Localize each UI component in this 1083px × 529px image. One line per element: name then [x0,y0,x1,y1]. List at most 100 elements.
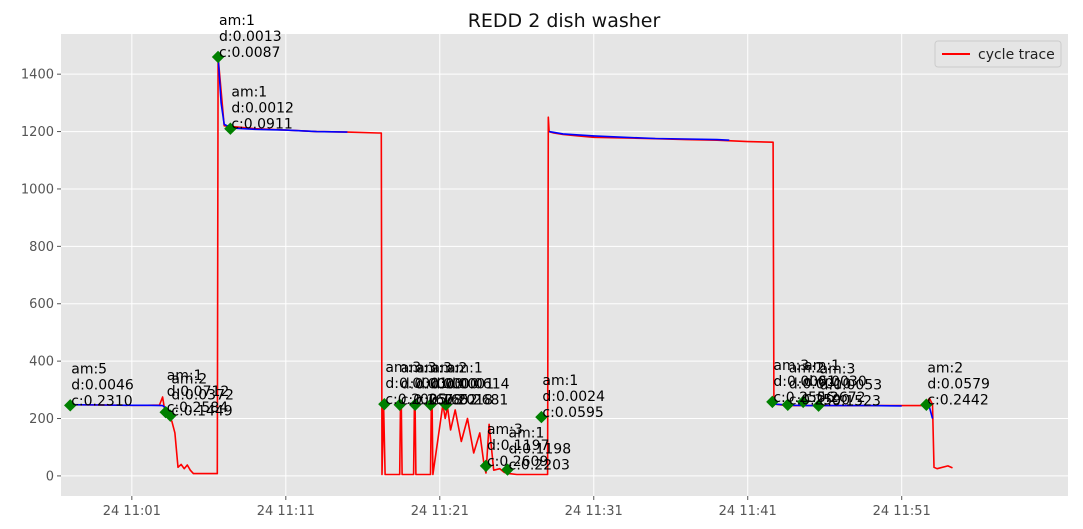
annotation-11-line-0: am:1 [509,426,545,442]
annotation-8: am:2 d:0.0001 c:0.2018 [432,361,495,409]
annotation-4: am:1 d:0.0012 c:0.0911 [231,85,294,133]
marker-point-0 [64,399,77,412]
annotation-5-line-2: c:0.2025 [385,392,446,408]
annotation-4-line-2: c:0.0911 [231,117,292,133]
annotation-16-line-0: am:3 [820,362,856,378]
annotation-8-line-2: c:0.2018 [432,393,493,409]
marker-point-11 [501,463,514,476]
annotation-7-line-2: c:0.1652 [416,393,477,409]
annotation-15-line-2: c:0.2672 [804,390,865,406]
annotation-10: am:3 d:0.1197 c:0.2609 [487,422,550,470]
chart-title: REDD 2 dish washer [468,10,661,32]
legend-entry-cycle-trace: cycle trace [978,47,1055,63]
x-tick-label-0: 24 11:01 [103,504,161,519]
annotations-layer: am:5 d:0.0046 c:0.2310 am:1 d:0.0712 c:0.2584… [71,13,990,474]
annotation-14-line-0: am:2 [789,361,825,377]
annotation-6-line-2: c:0.1678 [401,393,462,409]
annotation-0-line-2: c:0.2310 [71,393,132,409]
annotation-6-line-0: am:3 [401,361,437,377]
x-tick-label-5: 24 11:51 [873,504,931,519]
annotation-16: am:3 d:0.0053 c:0.1523 [820,362,883,410]
annotation-13: am:3 d:0.0061 c:0.2556 [773,358,836,406]
annotation-12-line-1: d:0.0024 [542,389,605,405]
annotation-14-line-2: c:0.2590 [789,393,850,409]
annotation-10-line-1: d:0.1197 [487,438,550,454]
annotation-12-line-0: am:1 [542,373,578,389]
annotation-3-line-0: am:1 [219,13,255,29]
annotation-8-line-1: d:0.0001 [432,377,495,393]
annotation-12: am:1 d:0.0024 c:0.0595 [542,373,605,421]
legend-box [934,40,1062,68]
series-line-segment-2 [217,56,348,133]
annotation-7: am:3 d:0.0000 c:0.1652 [416,361,479,409]
annotation-1: am:1 d:0.0712 c:0.2584 [167,368,230,416]
y-tick-label-400: 400 [29,355,54,370]
marker-point-17 [920,398,933,411]
annotation-16-line-2: c:0.1523 [820,394,881,410]
annotation-6: am:3 d:0.0000 c:0.1678 [401,361,464,409]
marker-point-10 [479,459,493,473]
marker-point-13 [766,395,779,409]
annotation-10-line-2: c:0.2609 [487,454,548,470]
annotation-1-line-2: c:0.2584 [167,400,228,416]
annotation-16-line-1: d:0.0053 [820,378,883,394]
annotation-15-line-1: d:0.0030 [804,374,867,390]
annotation-4-line-1: d:0.0012 [231,101,294,117]
legend: cycle trace [934,40,1062,68]
annotation-9-line-2: c:0.2681 [447,393,508,409]
annotation-2-line-1: d:0.0372 [171,388,234,404]
marker-point-16 [812,399,825,412]
gridlines [61,34,1068,496]
annotation-5: am:3 d:0.0001 c:0.2025 [385,360,448,408]
marker-point-7 [408,398,422,411]
annotation-9: am:1 d:0.0614 c:0.2681 [447,361,510,409]
annotation-2-line-0: am:2 [171,372,207,388]
annotation-0: am:5 d:0.0046 c:0.2310 [71,361,134,409]
y-tick-label-0: 0 [46,469,54,484]
marker-point-4 [224,122,237,135]
marker-point-3 [211,50,225,64]
annotation-15: am:1 d:0.0030 c:0.2672 [804,358,867,406]
x-tick-label-1: 24 11:11 [257,504,315,519]
marker-point-14 [781,398,794,411]
plot-background [61,34,1068,496]
annotation-3: am:1 d:0.0013 c:0.0087 [219,13,282,61]
annotation-1-line-0: am:1 [167,368,203,384]
annotation-10-line-0: am:3 [487,422,523,438]
annotation-0-line-1: d:0.0046 [71,377,134,393]
annotation-3-line-1: d:0.0013 [219,29,282,45]
annotation-17-line-1: d:0.0579 [927,377,990,393]
marker-point-9 [439,398,453,411]
annotation-13-line-1: d:0.0061 [773,374,836,390]
series-line-segment-3 [548,130,730,141]
y-tick-label-1400: 1400 [21,68,54,83]
annotation-13-line-2: c:0.2556 [773,390,834,406]
annotation-13-line-0: am:3 [773,358,809,374]
annotation-6-line-1: d:0.0000 [401,377,464,393]
marker-point-8 [424,398,437,411]
markers-layer [64,50,933,476]
x-tick-label-2: 24 11:21 [411,504,469,519]
annotation-3-line-2: c:0.0087 [219,45,280,61]
annotation-7-line-0: am:3 [416,361,452,377]
y-tick-label-1000: 1000 [21,182,54,197]
y-tick-label-600: 600 [29,297,54,312]
annotation-17-line-0: am:2 [927,361,963,377]
marker-point-2 [164,409,177,422]
annotation-11-line-1: d:0.1198 [509,442,572,458]
annotation-14: am:2 d:0.0010 c:0.2590 [789,361,852,409]
annotation-17: am:2 d:0.0579 c:0.2442 [927,361,990,409]
marker-point-6 [393,398,406,411]
annotation-7-line-1: d:0.0000 [416,377,479,393]
annotation-0-line-0: am:5 [71,361,107,377]
annotation-11-line-2: c:0.2203 [509,458,570,474]
annotation-12-line-2: c:0.0595 [542,405,603,421]
tick-labels: 0 200 400 600 800 1000 1200 1400 24 11:01 24 11:1… [21,68,931,519]
x-tick-label-3: 24 11:31 [565,504,623,519]
y-tick-label-200: 200 [29,412,54,427]
y-tick-label-1200: 1200 [21,125,54,140]
annotation-9-line-0: am:1 [447,361,483,377]
annotation-11: am:1 d:0.1198 c:0.2203 [509,426,572,474]
annotation-9-line-1: d:0.0614 [447,377,510,393]
